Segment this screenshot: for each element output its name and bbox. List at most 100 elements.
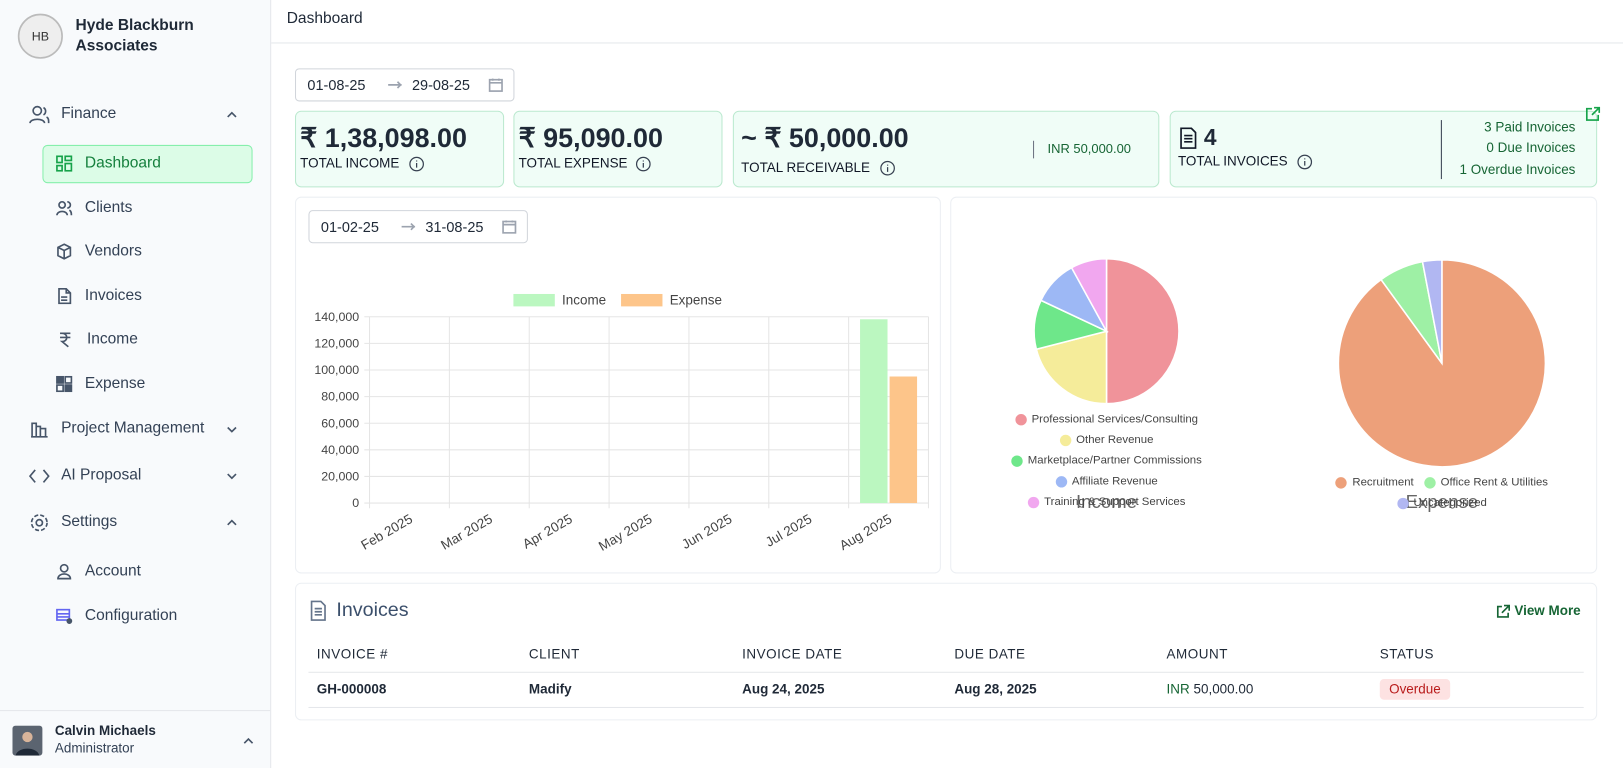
cell: INR 50,000.00 — [1167, 679, 1254, 700]
chevron[interactable] — [225, 515, 239, 529]
info-icon[interactable] — [409, 156, 425, 172]
chevron[interactable] — [225, 469, 239, 483]
nav-item[interactable]: Account — [84, 562, 141, 580]
pie-slice — [1070, 257, 1108, 332]
user-name: Calvin Michaels — [54, 722, 156, 739]
card-label: TOTAL INVOICES — [1177, 153, 1288, 169]
icon — [59, 332, 71, 348]
user-role: Administrator — [54, 740, 135, 756]
nav-item[interactable]: AI Proposal — [61, 465, 142, 484]
view-more[interactable]: View More — [1514, 602, 1581, 618]
brand: Hyde Blackburn Associates — [75, 16, 194, 55]
legend-item: Recruitment — [1335, 475, 1414, 491]
chevron[interactable] — [225, 108, 239, 122]
legend-label: Recruitment — [1352, 476, 1414, 489]
nav-item[interactable]: Dashboard — [84, 154, 161, 172]
x-tick-label: Feb 2025 — [358, 511, 415, 552]
icon — [31, 422, 48, 438]
card-value: ~ ₹ 50,000.00 — [741, 122, 909, 154]
nav-item[interactable]: Clients — [84, 198, 133, 217]
date-start[interactable]: 01-02-25 — [320, 218, 379, 235]
pie-legend: Professional Services/Consulting Other Re… — [1003, 412, 1210, 510]
card-label: TOTAL RECEIVABLE — [741, 159, 871, 175]
y-tick-label: 100,000 — [314, 363, 359, 377]
nav-item[interactable]: Project Management — [61, 419, 205, 437]
external-link[interactable] — [1585, 106, 1602, 123]
info-icon[interactable] — [1297, 154, 1313, 170]
chevron[interactable] — [241, 734, 255, 748]
currency: INR — [1166, 681, 1190, 697]
card — [1169, 110, 1598, 188]
pie-slice — [1035, 330, 1108, 405]
calendar-icon[interactable] — [488, 78, 503, 92]
icon — [56, 608, 73, 624]
legend-label: Training & Support Services — [1044, 495, 1186, 509]
svg-text:HB: HB — [32, 29, 49, 43]
pie-legend: Recruitment Office Rent & Utilities Uncate… — [1328, 475, 1556, 511]
y-tick-label: 0 — [352, 496, 359, 510]
status-badge: Overdue — [1379, 679, 1451, 700]
card — [295, 110, 505, 188]
info-icon[interactable] — [635, 156, 652, 172]
nav-item[interactable]: Configuration — [84, 606, 178, 625]
nav-item[interactable]: Vendors — [84, 242, 142, 260]
legend-dot — [1027, 496, 1039, 509]
nav-item[interactable]: Income — [86, 330, 138, 348]
external-link[interactable] — [1496, 603, 1512, 619]
x-tick-label: Mar 2025 — [438, 511, 495, 552]
nav-item[interactable]: Settings — [61, 512, 118, 530]
info-icon[interactable] — [880, 160, 896, 176]
column-header: DUE DATE — [954, 645, 1026, 662]
doc-icon — [1180, 127, 1197, 149]
nav-item[interactable]: Expense — [84, 374, 146, 393]
page-title: Dashboard — [286, 9, 363, 27]
invoice-stat: 0 Due Invoices — [1486, 139, 1576, 156]
column-header: STATUS — [1379, 645, 1434, 662]
cell[interactable]: GH-000008 — [316, 681, 387, 697]
icon — [30, 514, 48, 532]
bar-panel — [295, 196, 941, 574]
date-picker[interactable] — [308, 210, 528, 244]
pie-title: Income — [1076, 491, 1137, 512]
legend-dot — [1059, 434, 1072, 447]
legend-dot — [1055, 476, 1067, 488]
cell: Aug 24, 2025 — [742, 681, 825, 697]
x-tick-label: Apr 2025 — [520, 511, 575, 551]
date-picker[interactable] — [295, 68, 515, 102]
avatar — [12, 725, 43, 756]
legend-dot — [1335, 477, 1348, 489]
y-tick-label: 40,000 — [321, 443, 359, 457]
legend-label: Expense — [670, 292, 722, 307]
icon — [58, 287, 72, 305]
invoice-stat: 3 Paid Invoices — [1484, 119, 1576, 135]
divider — [271, 42, 1623, 44]
pie-title: Expense — [1406, 491, 1478, 512]
pie-slice — [1105, 257, 1180, 405]
date-end[interactable]: 29-08-25 — [411, 76, 470, 94]
legend-dot — [1011, 455, 1023, 467]
chevron[interactable] — [225, 422, 239, 436]
divider — [0, 710, 271, 712]
row-divider — [308, 706, 1584, 709]
calendar-icon[interactable] — [502, 219, 517, 234]
card-label: TOTAL EXPENSE — [518, 155, 628, 171]
y-tick-label: 140,000 — [314, 310, 359, 324]
legend-item: Office Rent & Utilities — [1424, 475, 1548, 491]
date-end[interactable]: 31-08-25 — [425, 218, 484, 235]
x-tick-label: Aug 2025 — [837, 511, 894, 553]
legend-dot — [1015, 414, 1027, 426]
nav-item[interactable]: Finance — [61, 104, 117, 123]
legend-item: Uncategorized — [1396, 496, 1487, 512]
card-detail: INR 50,000.00 — [1047, 141, 1131, 157]
card-value: ₹ 95,090.00 — [518, 122, 663, 154]
column-header: AMOUNT — [1166, 645, 1228, 662]
nav-item[interactable]: Invoices — [84, 286, 142, 305]
legend-label: Uncategorized — [1413, 496, 1487, 510]
date-start[interactable]: 01-08-25 — [307, 76, 366, 94]
x-tick-label: May 2025 — [596, 511, 655, 553]
icon — [56, 375, 73, 393]
invoice-stat: 1 Overdue Invoices — [1459, 161, 1576, 178]
legend-item: Professional Services/Consulting — [1015, 412, 1198, 428]
icon — [56, 201, 73, 216]
